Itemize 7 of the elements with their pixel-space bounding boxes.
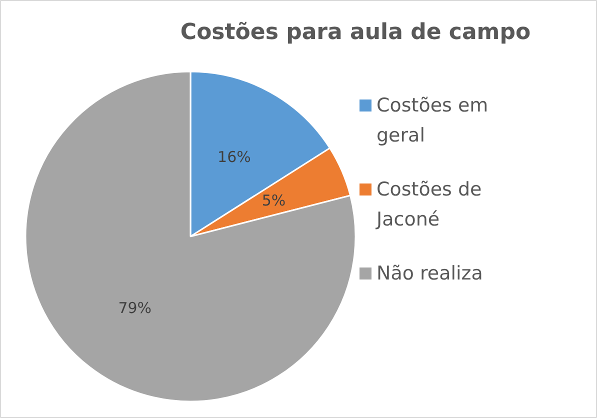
data-label: 16% (218, 148, 251, 166)
data-label: 79% (118, 299, 152, 318)
legend-label: Costões de Jaconé (376, 178, 482, 230)
data-label: 5% (262, 191, 286, 210)
legend-label: Costões em geral (376, 94, 488, 146)
legend-label: Não realiza (376, 262, 483, 284)
chart-title: Costões para aula de campo (180, 20, 531, 45)
